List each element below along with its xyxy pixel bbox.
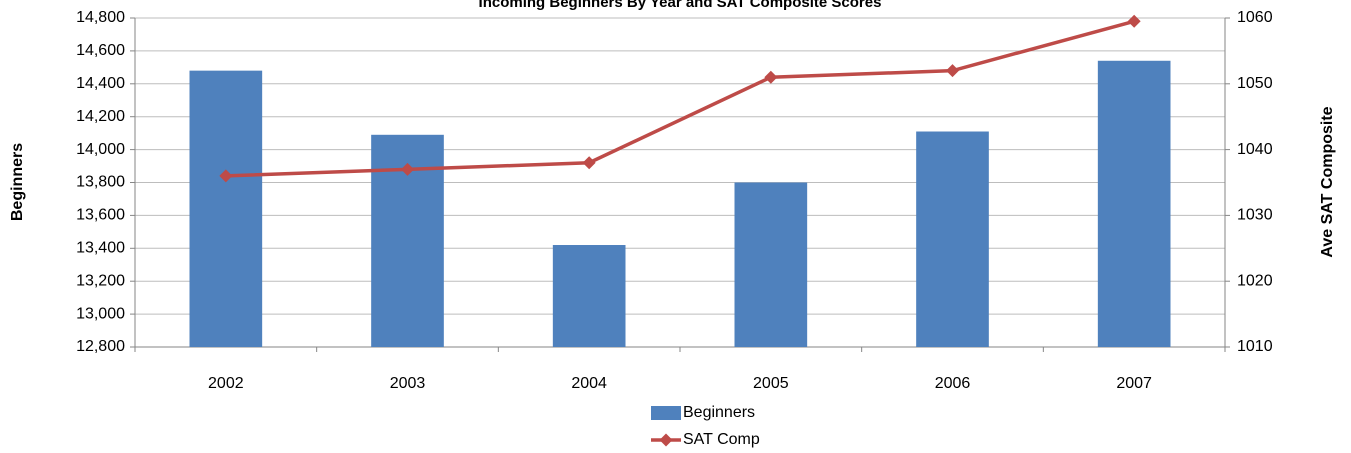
legend-marker — [659, 433, 673, 447]
marker — [1127, 14, 1141, 28]
bar — [916, 131, 989, 347]
y-tick-label: 14,400 — [76, 75, 125, 92]
x-tick-label: 2006 — [935, 375, 971, 392]
x-tick-label: 2007 — [1116, 375, 1152, 392]
y2-tick-label: 1060 — [1237, 9, 1273, 26]
bar — [1097, 60, 1171, 348]
y-tick-label: 13,600 — [76, 207, 125, 224]
y-tick-label: 13,000 — [76, 305, 125, 322]
marker — [764, 70, 778, 84]
marker — [401, 162, 414, 176]
y-tick-label: 12,800 — [76, 338, 125, 355]
legend-label: SAT Comp — [683, 431, 760, 448]
marker — [946, 64, 959, 78]
y2-tick-label: 1050 — [1237, 75, 1273, 92]
legend-swatch — [651, 406, 681, 420]
bar — [189, 70, 263, 347]
y-tick-label: 14,000 — [76, 141, 125, 158]
y2-tick-label: 1020 — [1237, 272, 1273, 289]
y-tick-label: 14,200 — [76, 108, 125, 125]
x-tick-label: 2003 — [390, 375, 426, 392]
x-tick-label: 2005 — [753, 375, 789, 392]
x-tick-label: 2004 — [571, 375, 607, 392]
y2-axis-title: Ave SAT Composite — [1319, 106, 1336, 257]
bar — [552, 245, 626, 347]
y-tick-label: 13,800 — [76, 174, 125, 191]
bar — [734, 182, 808, 347]
marker — [219, 169, 233, 183]
line — [225, 19, 1135, 178]
chart-title: Incoming Beginners By Year and SAT Compo… — [479, 0, 882, 11]
legend-label: Beginners — [683, 404, 755, 421]
y-tick-label: 13,400 — [76, 240, 125, 257]
y-tick-label: 13,200 — [76, 272, 125, 289]
y2-tick-label: 1010 — [1237, 338, 1273, 355]
marker — [582, 156, 596, 170]
y2-tick-label: 1040 — [1237, 141, 1273, 158]
x-tick-label: 2002 — [208, 375, 244, 392]
y-tick-label: 14,600 — [76, 42, 125, 59]
y-tick-label: 14,800 — [76, 9, 125, 26]
y-axis-title: Beginners — [9, 143, 26, 221]
y2-tick-label: 1030 — [1237, 207, 1273, 224]
